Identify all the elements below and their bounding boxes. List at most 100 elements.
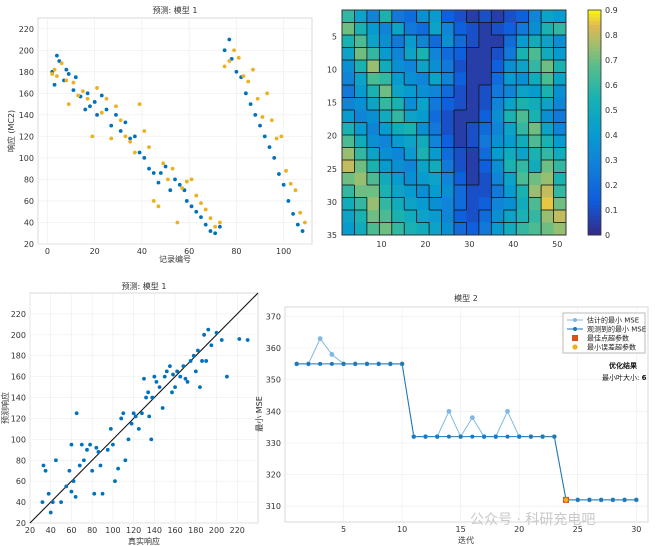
heatmap-cell (366, 172, 380, 186)
predicted-value-point (132, 150, 137, 155)
heatmap-cell (528, 97, 542, 111)
colorbar-tick-label: 0.8 (605, 31, 618, 40)
heatmap-cell (404, 197, 418, 211)
y-tick-label: 370 (266, 312, 281, 321)
predicted-value-point (95, 86, 99, 90)
true-value-point (73, 75, 78, 80)
heatmap-cell (466, 85, 480, 98)
predicted-value-point (147, 145, 151, 150)
observation-point (111, 442, 115, 447)
heatmap-cell (528, 197, 542, 211)
legend-marker-swatch (573, 318, 577, 322)
series-markers (294, 336, 639, 503)
heatmap-cell (441, 110, 455, 123)
predicted-value-point (59, 61, 64, 66)
predicted-value-point (274, 136, 279, 141)
heatmap-cell (441, 222, 455, 236)
heatmap-cell (404, 135, 418, 148)
x-tick-label: 40 (137, 247, 147, 256)
y-tick-label: 40 (24, 218, 34, 227)
heatmap-cell (466, 135, 480, 148)
observation-point (191, 353, 196, 358)
observation-point (81, 458, 86, 463)
y-tick-label: 40 (16, 498, 26, 507)
heatmap-cell (503, 122, 517, 136)
heatmap-cell (354, 172, 368, 186)
x-tick-label: 100 (105, 526, 120, 535)
observation-point (94, 445, 99, 450)
colorbar-segment (588, 137, 601, 142)
y-tick-label: 60 (24, 197, 34, 206)
colorbar-tick-label: 0.1 (605, 206, 618, 215)
chart-title: 预测: 模型 1 (122, 281, 167, 291)
observed-point (294, 361, 299, 366)
heatmap-cell (466, 35, 480, 48)
y-tick-label: 330 (266, 439, 281, 448)
observation-point (50, 500, 55, 504)
heatmap-cell (366, 85, 380, 98)
true-value-point (118, 129, 123, 133)
heatmap-cell (503, 47, 517, 61)
x-tick-label: 50 (552, 240, 562, 249)
observed-point (610, 497, 615, 502)
heatmap-cell (553, 122, 567, 136)
predicted-value-point (232, 48, 236, 53)
x-tick-labels: 10 20 30 40 50 (376, 240, 562, 249)
heatmap-cell (366, 110, 380, 123)
heatmap-cell (503, 110, 517, 123)
heatmap-cell (516, 147, 530, 161)
observed-point (599, 497, 604, 502)
predicted-value-point (241, 74, 246, 79)
colorbar-segment (588, 182, 601, 187)
colorbar-tick-label: 0.6 (605, 81, 618, 90)
heatmap-cell (416, 60, 430, 73)
observation-point (69, 442, 74, 447)
heatmap-cell (441, 135, 455, 148)
heatmap-cell (541, 35, 554, 48)
true-value-point (114, 112, 118, 117)
observation-point (40, 500, 45, 504)
true-value-point (189, 204, 194, 209)
heatmap-cell (416, 135, 430, 148)
observed-point (341, 361, 346, 366)
heatmap-cell (441, 10, 455, 23)
true-value-point (83, 107, 88, 112)
observation-point (64, 484, 69, 489)
colorbar-tick-label: 0.2 (605, 181, 618, 190)
heatmap-cell (553, 197, 567, 211)
predicted-value-point (170, 166, 175, 171)
heatmap-cell (503, 72, 517, 86)
predicted-value-point (50, 72, 55, 76)
y-tick-label: 20 (24, 240, 34, 249)
heatmap-cell (454, 147, 467, 161)
heatmap-cell (366, 160, 380, 173)
heatmap-cell (391, 110, 405, 123)
heatmap-cell (553, 22, 567, 36)
heatmap-cell (466, 122, 480, 136)
true-value-point (262, 134, 267, 139)
heatmap-cell (478, 222, 492, 236)
heatmap-cell (441, 160, 455, 173)
predicted-value-point (99, 110, 104, 115)
heatmap-cell (466, 160, 480, 173)
heatmap-cell (429, 135, 442, 148)
heatmap-cell (429, 47, 442, 61)
y-tick-label: 320 (266, 471, 281, 480)
observed-point (622, 497, 627, 502)
heatmap-cell (404, 47, 418, 61)
heatmap-cell (441, 35, 455, 48)
heatmap-cell (354, 97, 368, 111)
heatmap-cell (404, 72, 418, 86)
colorbar-segment (588, 43, 601, 48)
predicted-value-point (104, 96, 109, 101)
heatmap-cell (541, 110, 554, 123)
heatmap-cell (416, 47, 430, 61)
heatmap-cell (429, 35, 442, 48)
heatmap-cell (429, 97, 442, 111)
heatmap-cell (541, 222, 554, 236)
observation-point (41, 463, 46, 468)
heatmap-cell (416, 222, 430, 236)
observation-point (144, 395, 148, 400)
predicted-value-point (217, 220, 222, 225)
